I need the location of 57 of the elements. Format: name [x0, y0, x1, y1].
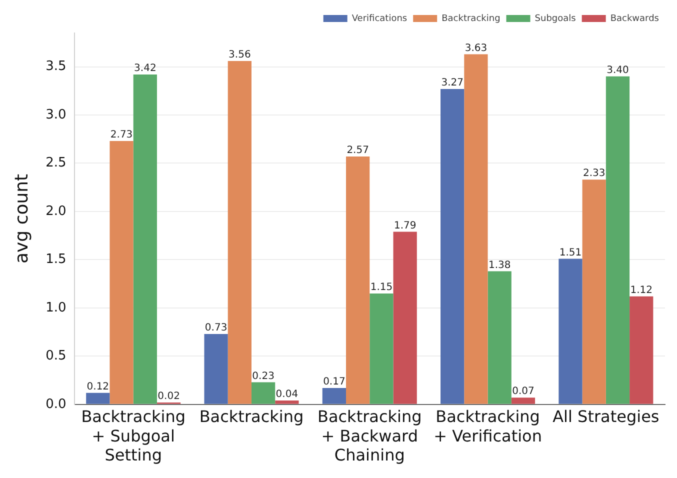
y-axis-title: avg count: [11, 174, 32, 264]
y-tick-label: 1.5: [46, 252, 66, 268]
data-label: 0.07: [512, 386, 534, 398]
data-label: 3.63: [464, 42, 488, 54]
bar: [228, 60, 252, 404]
bar: [606, 76, 630, 404]
data-label: 3.42: [134, 63, 156, 74]
data-label: 2.33: [582, 168, 606, 180]
y-tick-label: 0.5: [46, 348, 66, 364]
bar: [110, 141, 134, 404]
bar: [488, 271, 512, 404]
bar: [440, 88, 464, 404]
data-label: 3.56: [228, 50, 251, 61]
bar: [346, 156, 370, 404]
y-tick-label: 3.5: [46, 59, 66, 74]
bar: [464, 54, 488, 404]
data-label: 2.73: [110, 130, 133, 141]
x-tick-label: Backtracking + Subgoal Setting: [81, 407, 186, 465]
bar: [370, 293, 394, 404]
data-label: 1.51: [559, 247, 582, 258]
y-tick-label: 1.0: [46, 300, 66, 316]
data-label: 2.57: [346, 145, 369, 156]
bar: [86, 392, 110, 404]
y-tick-label: 2.5: [46, 156, 66, 171]
legend-label: Verifications: [352, 14, 408, 24]
x-tick-label: Backtracking + Backward Chaining: [317, 407, 422, 465]
data-label: 1.12: [630, 284, 653, 296]
legend-label: Subgoals: [534, 14, 576, 24]
data-label: 0.12: [86, 381, 110, 392]
bar: [582, 180, 606, 404]
data-label: 0.17: [323, 376, 346, 388]
y-tick-label: 3.0: [46, 107, 66, 122]
data-label: 1.38: [488, 260, 511, 271]
data-label: 1.15: [370, 282, 393, 294]
bar: [511, 398, 536, 404]
bar: [251, 382, 276, 404]
data-label: 0.04: [276, 389, 298, 400]
legend-label: Backwards: [610, 14, 660, 24]
data-label: 3.40: [606, 65, 629, 76]
x-tick-label: Backtracking: [199, 407, 304, 426]
bar: [275, 400, 299, 404]
bar: [204, 334, 228, 404]
bar: [558, 258, 582, 404]
data-label: 3.27: [441, 78, 464, 89]
bar: [393, 232, 417, 404]
x-tick-label: All Strategies: [552, 407, 660, 426]
y-tick-label: 2.0: [46, 204, 66, 219]
bar: [133, 74, 157, 404]
data-label: 0.73: [204, 322, 228, 334]
bar: [322, 388, 346, 404]
data-label: 0.23: [252, 370, 274, 382]
data-label: 1.79: [394, 220, 416, 232]
y-tick-label: 0.0: [46, 396, 66, 412]
x-tick-label: Backtracking + Verification: [434, 407, 542, 446]
bar: [630, 296, 654, 404]
legend-label: Backtracking: [442, 14, 500, 24]
data-label: 0.02: [158, 391, 180, 402]
